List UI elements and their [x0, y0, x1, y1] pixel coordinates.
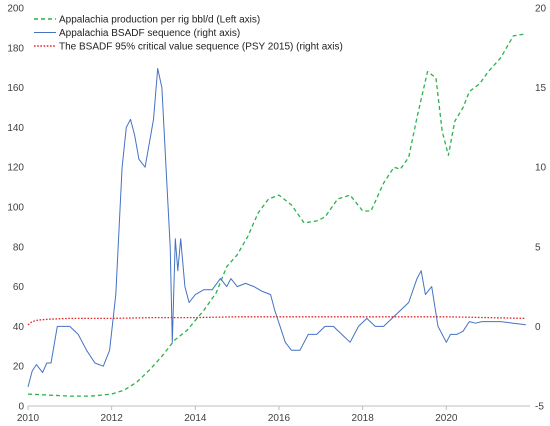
- legend: Appalachia production per rig bbl/d (Lef…: [34, 15, 343, 53]
- y-left-tick-label: 40: [13, 322, 25, 333]
- y-left-tick-label: 160: [7, 83, 24, 94]
- series-layer: [27, 33, 526, 397]
- axes: 0 20 40 60 80 100 120 140 160 180 200 -5 0 5 10 15 20 201…: [7, 4, 546, 425]
- y-left-tick-label: 80: [13, 242, 25, 253]
- series-line-2: [27, 68, 526, 388]
- y-left-tick-label: 120: [7, 163, 24, 174]
- y-left-tick-label: 140: [7, 123, 24, 134]
- y-left-tick-label: 20: [13, 362, 25, 373]
- y-left-tick-label: 0: [18, 402, 24, 413]
- y-right-tick-label: 0: [535, 322, 541, 333]
- y-right-tick-label: -5: [535, 402, 544, 413]
- y-left-tick-label: 60: [13, 282, 25, 293]
- x-tick-label: 2010: [17, 413, 40, 424]
- y-left-tick-label: 100: [7, 203, 24, 214]
- y-left-tick-label: 200: [7, 4, 24, 15]
- series-line-3: [27, 316, 526, 326]
- x-tick-label: 2020: [435, 413, 458, 424]
- legend-label-2: Appalachia BSADF sequence (right axis): [59, 28, 240, 39]
- x-tick-label: 2018: [352, 413, 375, 424]
- y-left-tick-label: 180: [7, 43, 24, 54]
- legend-label-1: Appalachia production per rig bbl/d (Lef…: [59, 15, 260, 26]
- series-line-1: [27, 33, 526, 397]
- y-right-tick-label: 10: [535, 163, 547, 174]
- y-right-tick-label: 20: [535, 4, 547, 15]
- legend-label-3: The BSADF 95% critical value sequence (P…: [59, 42, 343, 53]
- x-tick-label: 2012: [101, 413, 124, 424]
- y-right-tick-label: 15: [535, 83, 547, 94]
- x-tick-label: 2016: [268, 413, 291, 424]
- x-tick-label: 2014: [184, 413, 207, 424]
- y-right-tick-label: 5: [535, 242, 541, 253]
